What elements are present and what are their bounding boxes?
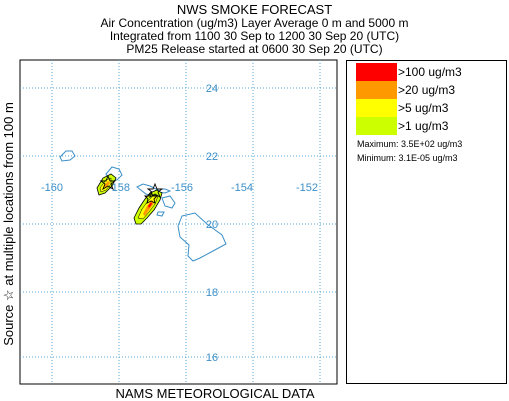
legend-swatch-orange	[356, 81, 397, 99]
legend-item-100: >100 ug/m3	[356, 63, 496, 81]
source-star-icon	[143, 190, 159, 204]
legend-item-5: >5 ug/m3	[356, 99, 496, 117]
legend-label: >100 ug/m3	[398, 65, 462, 79]
legend-label: >20 ug/m3	[398, 83, 456, 97]
lat-label: 24	[206, 83, 218, 95]
map-frame	[19, 59, 338, 385]
graticule	[20, 60, 337, 384]
coast-hawaii	[177, 212, 227, 262]
legend-panel: >100 ug/m3 >20 ug/m3 >5 ug/m3 >1 ug/m3 M…	[346, 60, 507, 384]
coast-kahoolawe	[156, 211, 165, 217]
legend-item-20: >20 ug/m3	[356, 81, 496, 99]
meteorological-data-label: NAMS METEOROLOGICAL DATA	[115, 386, 315, 401]
legend-swatch-lime	[356, 117, 397, 135]
coast-niihau	[59, 150, 76, 162]
lon-label: -152	[296, 182, 318, 194]
map-title: NWS SMOKE FORECAST	[176, 2, 333, 17]
lat-label: 16	[206, 352, 218, 364]
lon-label: -156	[171, 182, 193, 194]
legend-swatch-yellow	[356, 99, 397, 117]
legend-label: >5 ug/m3	[398, 101, 449, 115]
subtitle-integration: Integrated from 1100 30 Sep to 1200 30 S…	[109, 29, 400, 43]
source-star-icon	[99, 174, 117, 191]
legend-swatch-red	[356, 63, 397, 81]
plume-kauai-20ug	[104, 181, 110, 188]
legend-label: >1 ug/m3	[398, 119, 449, 133]
lat-label: 18	[206, 287, 218, 299]
legend-minimum: Minimum: 3.1E-05 ug/m3	[357, 153, 458, 163]
plume-hawaii-100ug	[148, 202, 152, 208]
lat-label: 20	[206, 219, 218, 231]
source-star-icon	[146, 182, 164, 199]
lon-label: -154	[231, 182, 253, 194]
source-markers	[99, 174, 164, 204]
lat-label: 22	[206, 151, 218, 163]
subtitle-concentration: Air Concentration (ug/m3) Layer Average …	[100, 16, 409, 30]
subtitle-release: PM25 Release started at 0600 30 Sep 20 (…	[126, 42, 383, 56]
plume-hawaii	[133, 189, 163, 225]
lon-label: -160	[41, 182, 63, 194]
legend-item-1: >1 ug/m3	[356, 117, 496, 135]
lon-label: -158	[108, 182, 130, 194]
coast-maui	[161, 195, 176, 209]
source-location-label: Source ☆ at multiple locations from 100 …	[1, 102, 16, 346]
legend-maximum: Maximum: 3.5E+02 ug/m3	[357, 139, 463, 149]
